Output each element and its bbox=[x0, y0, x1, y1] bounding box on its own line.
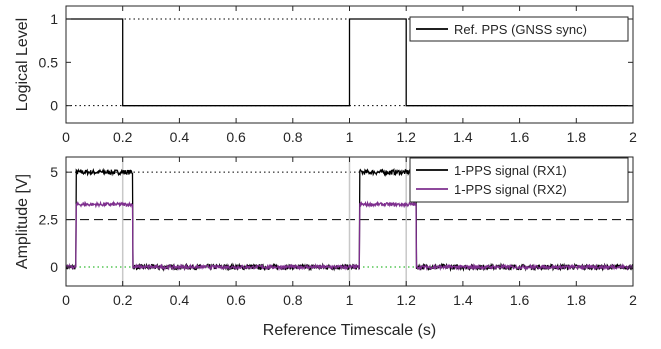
x-tick-label: 1.8 bbox=[567, 292, 587, 308]
legend-label-1: 1-PPS signal (RX1) bbox=[454, 163, 567, 178]
x-tick-label: 1 bbox=[346, 129, 354, 145]
x-tick-label: 0.2 bbox=[113, 292, 133, 308]
x-tick-label: 0.8 bbox=[283, 129, 303, 145]
x-tick-label: 0.6 bbox=[226, 129, 246, 145]
y-axis-label: Logical Level bbox=[14, 18, 31, 111]
bottom-chart: 0 0.2 0.4 0.6 0.8 1 1.2 1.4 1.6 1.8 2 0 2.5 5 Amplitud… bbox=[14, 156, 637, 339]
x-tick-label: 0 bbox=[62, 129, 70, 145]
x-tick-label: 0.4 bbox=[170, 292, 190, 308]
legend-label-2: 1-PPS signal (RX2) bbox=[454, 182, 567, 197]
x-tick-label: 0.8 bbox=[283, 292, 303, 308]
plot-area bbox=[66, 157, 633, 286]
y-tick-label: 1 bbox=[50, 11, 58, 27]
top-chart: 0 0.2 0.4 0.6 0.8 1 1.2 1.4 1.6 1.8 2 0 0.5 1 Logical … bbox=[14, 5, 637, 145]
x-tick-label: 0.6 bbox=[226, 292, 246, 308]
x-tick-label: 1.6 bbox=[510, 129, 530, 145]
legend: Ref. PPS (GNSS sync) bbox=[409, 16, 629, 42]
x-tick-label: 0.2 bbox=[113, 129, 133, 145]
x-axis-label: Reference Timescale (s) bbox=[263, 322, 436, 339]
series-line-1 bbox=[66, 18, 633, 107]
x-tick-label: 2 bbox=[629, 292, 637, 308]
x-tick-label: 0.4 bbox=[170, 129, 190, 145]
legend: 1-PPS signal (RX1) 1-PPS signal (RX2) bbox=[409, 157, 629, 203]
x-tick-label: 0 bbox=[62, 292, 70, 308]
y-axis-label: Amplitude [V] bbox=[14, 174, 31, 269]
y-tick-label: 0 bbox=[50, 98, 58, 114]
y-tick-label: 0 bbox=[50, 259, 58, 275]
x-tick-label: 1.4 bbox=[453, 292, 473, 308]
x-tick-label: 1.2 bbox=[396, 129, 416, 145]
x-tick-label: 1.8 bbox=[567, 129, 587, 145]
x-tick-label: 1 bbox=[346, 292, 354, 308]
x-tick-label: 1.2 bbox=[396, 292, 416, 308]
legend-box bbox=[409, 157, 629, 203]
x-tick-label: 2 bbox=[629, 129, 637, 145]
series-line-2 bbox=[66, 200, 633, 272]
x-tick-label: 1.4 bbox=[453, 129, 473, 145]
y-tick-label: 0.5 bbox=[39, 54, 59, 70]
y-tick-label: 2.5 bbox=[39, 212, 59, 228]
legend-label-1: Ref. PPS (GNSS sync) bbox=[454, 22, 587, 37]
y-tick-label: 5 bbox=[50, 164, 58, 180]
x-tick-label: 1.6 bbox=[510, 292, 530, 308]
